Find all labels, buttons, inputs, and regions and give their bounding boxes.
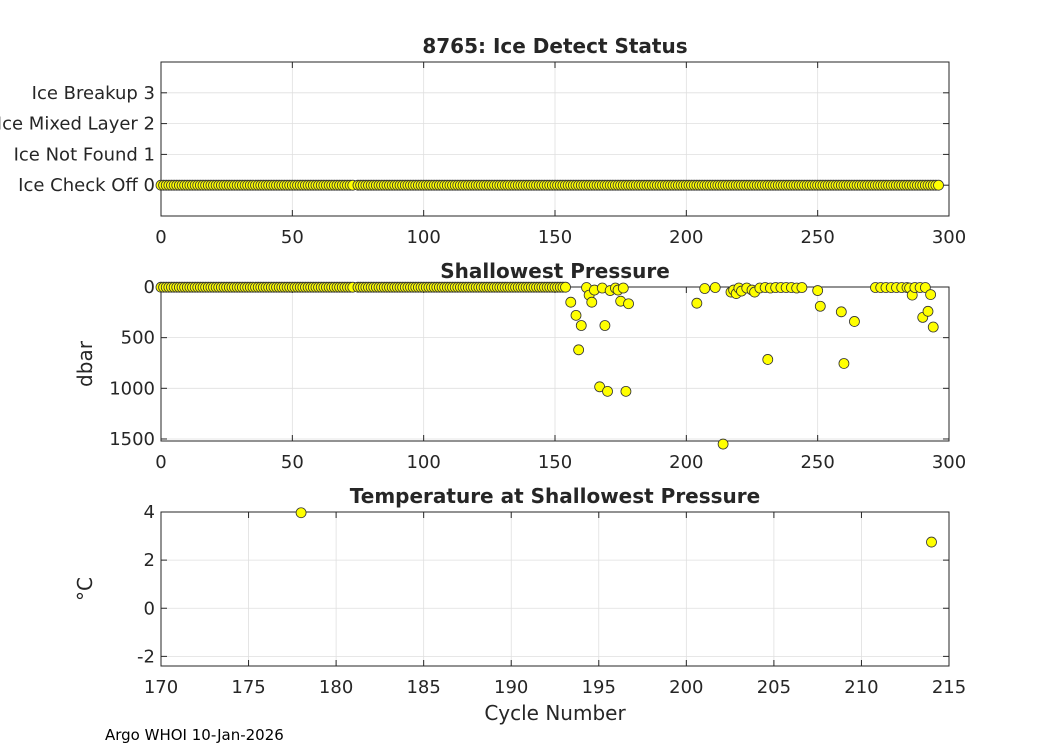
temperature-x-tick-label: 195 — [582, 677, 616, 698]
temperature-y-tick-label: -2 — [137, 646, 155, 667]
ice-detect-x-tick-label: 300 — [932, 227, 966, 248]
pressure-data-point — [620, 385, 632, 397]
pressure-x-tick-label: 250 — [800, 452, 834, 473]
temperature-x-tick-label: 185 — [406, 677, 440, 698]
pressure-data-point — [922, 305, 934, 317]
pressure-y-tick-label: 1500 — [109, 429, 155, 450]
pressure-data-point — [623, 298, 634, 310]
temperature-x-tick-label: 190 — [494, 677, 528, 698]
ice-detect-x-tick-label: 150 — [538, 227, 572, 248]
temperature-x-axis-label: Cycle Number — [484, 701, 626, 725]
pressure-data-point — [709, 282, 721, 293]
ice-detect-axes: 0 50 100 150 200 250 300 Ice Check Off 0 Ice Not… — [0, 34, 966, 248]
temperature-x-tick-label: 210 — [844, 677, 878, 698]
pressure-data-point — [573, 344, 585, 356]
pressure-y-tick-label: 500 — [121, 328, 155, 349]
pressure-x-tick-label: 300 — [932, 452, 966, 473]
temperature-axes: 170 175 180 185 190 195 200 205 210 215 -2 0 2 4 Tempe… — [73, 484, 966, 725]
temperature-y-tick-label: 2 — [144, 550, 155, 571]
pressure-x-tick-label: 100 — [406, 452, 440, 473]
pressure-data-point — [602, 385, 613, 397]
pressure-y-axis-label: dbar — [73, 340, 97, 387]
pressure-data-point — [599, 320, 611, 331]
pressure-x-tick-label: 150 — [538, 452, 572, 473]
pressure-data-point — [849, 316, 860, 327]
temperature-x-tick-label: 215 — [932, 677, 966, 698]
pressure-x-tick-label: 50 — [281, 452, 304, 473]
temperature-axes-frame — [160, 511, 950, 667]
pressure-data-point — [812, 285, 824, 296]
pressure-data-point — [814, 300, 826, 312]
pressure-x-tick-label: 0 — [155, 452, 166, 473]
pressure-data-point — [560, 281, 571, 293]
pressure-y-tick-label: 0 — [144, 277, 155, 298]
ice-detect-x-tick-label: 100 — [406, 227, 440, 248]
pressure-y-tick-label: 1000 — [109, 378, 155, 399]
pressure-x-tick-label: 200 — [669, 452, 703, 473]
pressure-data-point — [838, 358, 850, 369]
pressure-data-point — [586, 296, 598, 308]
pressure-data-point — [927, 321, 939, 333]
pressure-data-point — [835, 306, 847, 318]
temperature-x-tick-label: 205 — [757, 677, 791, 698]
pressure-data-point — [691, 297, 703, 309]
pressure-data-point — [575, 320, 587, 331]
temperature-y-axis-label: °C — [73, 577, 97, 601]
shallowest-pressure-axes: 0 50 100 150 200 250 300 0 500 1000 1500 Shallowest… — [73, 259, 966, 473]
temperature-x-tick-label: 170 — [144, 677, 178, 698]
ice-detect-y-tick-label: Ice Not Found 1 — [14, 144, 155, 165]
ice-detect-x-tick-label: 50 — [281, 227, 304, 248]
ice-detect-x-tick-label: 200 — [669, 227, 703, 248]
ice-detect-data-point — [933, 179, 944, 191]
pressure-data-point — [925, 289, 937, 300]
pressure-data-point — [796, 282, 808, 293]
ice-detect-y-tick-label: Ice Breakup 3 — [32, 83, 155, 104]
pressure-data-point — [762, 354, 774, 365]
ice-detect-y-tick-label: Ice Mixed Layer 2 — [0, 114, 155, 135]
ice-detect-x-tick-label: 0 — [155, 227, 166, 248]
pressure-data-point — [565, 296, 577, 308]
ice-detect-chart-title: 8765: Ice Detect Status — [422, 34, 687, 58]
temperature-chart-title: Temperature at Shallowest Pressure — [350, 484, 760, 508]
pressure-chart-title: Shallowest Pressure — [440, 259, 670, 283]
pressure-data-point — [699, 283, 711, 294]
temperature-data-point — [926, 536, 937, 548]
pressure-data-point — [617, 282, 629, 294]
ice-detect-y-tick-label: Ice Check Off 0 — [18, 175, 155, 196]
pressure-data-point — [570, 309, 582, 321]
temperature-x-tick-label: 180 — [319, 677, 353, 698]
temperature-plot-area — [161, 512, 949, 666]
footer-credit: Argo WHOI 10-Jan-2026 — [105, 726, 284, 744]
temperature-x-tick-label: 200 — [669, 677, 703, 698]
pressure-data-point — [717, 438, 729, 450]
temperature-y-tick-label: 0 — [144, 598, 155, 619]
temperature-y-tick-label: 4 — [144, 502, 155, 523]
temperature-data-point — [295, 507, 307, 519]
ice-detect-x-tick-label: 250 — [800, 227, 834, 248]
ice-detect-axes-frame — [160, 61, 950, 217]
temperature-x-tick-label: 175 — [231, 677, 265, 698]
